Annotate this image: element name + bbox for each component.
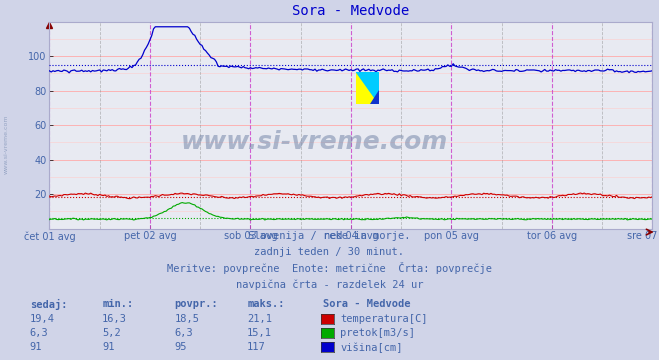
Text: Sora - Medvode: Sora - Medvode (323, 299, 411, 309)
Text: 19,4: 19,4 (30, 314, 55, 324)
Text: 21,1: 21,1 (247, 314, 272, 324)
Polygon shape (370, 90, 380, 104)
Polygon shape (357, 72, 380, 104)
Text: navpična črta - razdelek 24 ur: navpična črta - razdelek 24 ur (236, 279, 423, 290)
Text: maks.:: maks.: (247, 299, 285, 309)
Text: 6,3: 6,3 (175, 328, 193, 338)
Text: Meritve: povprečne  Enote: metrične  Črta: povprečje: Meritve: povprečne Enote: metrične Črta:… (167, 262, 492, 274)
Text: sedaj:: sedaj: (30, 299, 67, 310)
Text: 91: 91 (102, 342, 115, 352)
Text: Slovenija / reke in morje.: Slovenija / reke in morje. (248, 231, 411, 241)
Title: Sora - Medvode: Sora - Medvode (293, 4, 409, 18)
Text: pretok[m3/s]: pretok[m3/s] (340, 328, 415, 338)
Text: min.:: min.: (102, 299, 133, 309)
Text: povpr.:: povpr.: (175, 299, 218, 309)
Text: zadnji teden / 30 minut.: zadnji teden / 30 minut. (254, 247, 405, 257)
Text: 15,1: 15,1 (247, 328, 272, 338)
Text: temperatura[C]: temperatura[C] (340, 314, 428, 324)
Text: 91: 91 (30, 342, 42, 352)
Text: www.si-vreme.com: www.si-vreme.com (181, 130, 448, 154)
Text: 16,3: 16,3 (102, 314, 127, 324)
Text: 5,2: 5,2 (102, 328, 121, 338)
Text: 6,3: 6,3 (30, 328, 48, 338)
Polygon shape (357, 72, 380, 104)
Text: višina[cm]: višina[cm] (340, 342, 403, 352)
Text: 18,5: 18,5 (175, 314, 200, 324)
Text: 95: 95 (175, 342, 187, 352)
Text: www.si-vreme.com: www.si-vreme.com (4, 114, 9, 174)
Text: 117: 117 (247, 342, 266, 352)
